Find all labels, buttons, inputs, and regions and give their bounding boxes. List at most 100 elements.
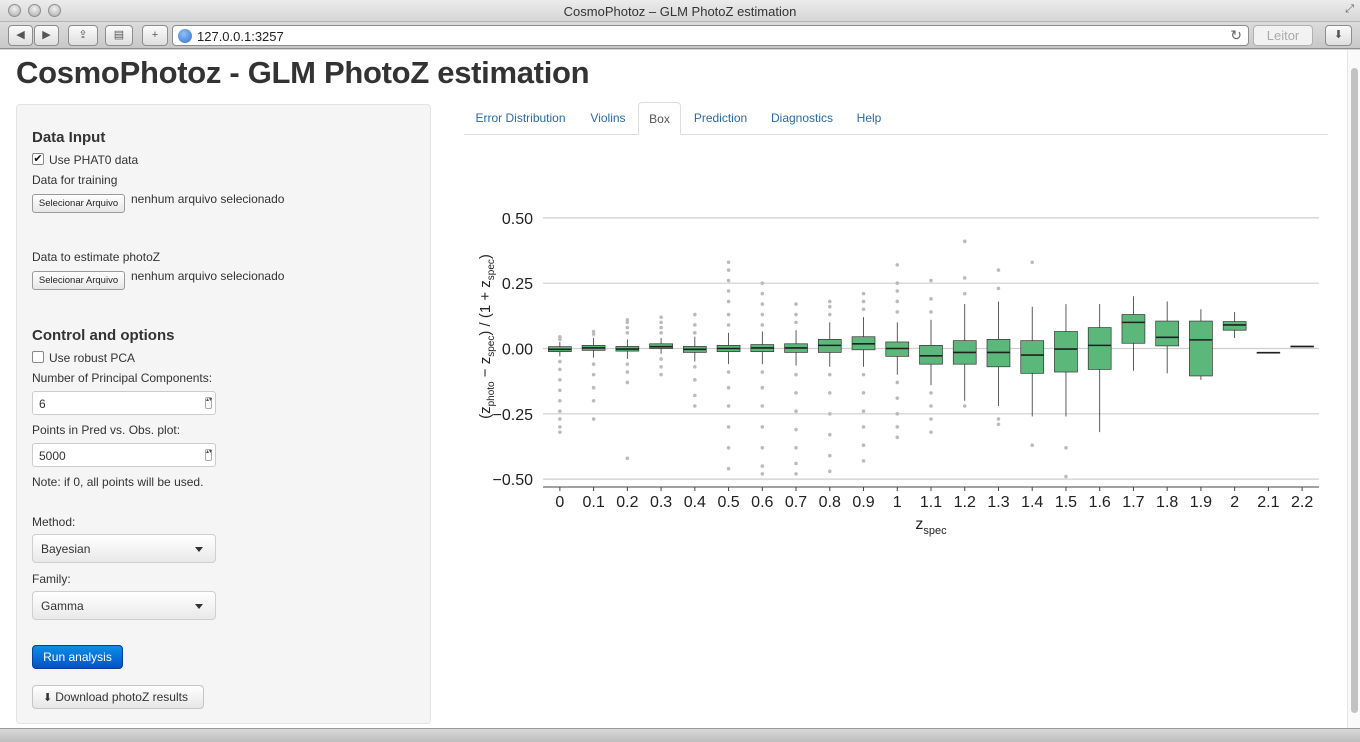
box-rect [1121, 314, 1146, 344]
run-analysis-button[interactable]: Run analysis [32, 645, 123, 669]
tab-violins[interactable]: Violins [590, 111, 626, 125]
outlier-point [558, 378, 562, 382]
training-file-button[interactable]: Selecionar Arquivo [32, 194, 125, 213]
robust-pca-checkbox[interactable] [32, 351, 44, 363]
outlier-point [861, 443, 866, 447]
outlier-point [929, 310, 933, 314]
points-input[interactable]: 5000 ▴▾ [32, 443, 216, 467]
outlier-point [895, 380, 900, 385]
outlier-point [726, 425, 731, 429]
page-content: CosmoPhotoz - GLM PhotoZ estimation Data… [0, 50, 1347, 728]
tab-error-distribution[interactable]: Error Distribution [475, 111, 566, 125]
back-button[interactable]: ◀ [8, 25, 33, 46]
outlier-point [760, 464, 765, 468]
outlier-point [726, 260, 731, 265]
browser-toolbar: ◀ ▶ ⇪ ▤ + 127.0.0.1:3257 ↻ Leitor ⬇ [0, 22, 1360, 49]
tab-help[interactable]: Help [856, 111, 882, 125]
outlier-point [625, 317, 630, 322]
outlier-point [895, 425, 900, 429]
forward-button[interactable]: ▶ [34, 25, 59, 46]
outlier-point [861, 307, 866, 312]
x-tick-label: 1.4 [1021, 494, 1043, 511]
robust-pca-label: Use robust PCA [49, 351, 136, 365]
reload-icon[interactable]: ↻ [1230, 27, 1242, 43]
family-select[interactable]: Gamma [32, 591, 216, 620]
x-tick-label: 0 [555, 494, 564, 511]
url-text[interactable]: 127.0.0.1:3257 [197, 29, 284, 44]
x-tick-label: 1.5 [1055, 494, 1077, 511]
spinner-icon[interactable]: ▴▾ [205, 449, 212, 461]
window-titlebar: CosmoPhotoz – GLM PhotoZ estimation ⤢ [0, 0, 1360, 22]
fullscreen-icon[interactable]: ⤢ [1345, 3, 1354, 15]
outlier-point [625, 370, 630, 374]
outlier-point [1030, 443, 1035, 447]
y-tick-label: −0.25 [493, 407, 534, 424]
outlier-point [659, 325, 663, 330]
method-select[interactable]: Bayesian [32, 534, 216, 563]
scrollbar-thumb[interactable] [1351, 68, 1358, 713]
caret-down-icon [195, 547, 203, 552]
page-scrollbar[interactable] [1347, 50, 1360, 728]
outlier-point [558, 337, 562, 342]
new-tab-button[interactable]: + [142, 25, 168, 46]
outlier-point [827, 391, 832, 395]
use-phat0-checkbox[interactable]: ✔ [32, 153, 44, 165]
outlier-point [726, 289, 731, 293]
x-axis-label: zspec [915, 516, 947, 537]
box-rect [1087, 327, 1112, 370]
outlier-point [625, 456, 630, 461]
x-tick-label: 1 [893, 494, 902, 511]
x-tick-label: 0.1 [582, 494, 604, 511]
outlier-point [591, 385, 596, 390]
outlier-point [591, 329, 596, 334]
use-phat0-label: Use PHAT0 data [49, 153, 139, 167]
outlier-point [591, 398, 596, 403]
outlier-point [726, 385, 731, 390]
family-label: Family: [32, 572, 71, 586]
outlier-point [659, 364, 663, 369]
npc-input[interactable]: 6 ▴▾ [32, 391, 216, 415]
y-axis-label: (zphoto − zspec) / (1 + zspec) [477, 254, 497, 419]
outlier-point [726, 404, 731, 408]
tab-box[interactable]: Box [638, 102, 681, 135]
outlier-point [929, 278, 933, 283]
outlier-point [962, 239, 967, 244]
outlier-point [625, 325, 630, 330]
close-window-button[interactable] [8, 4, 21, 17]
zoom-window-button[interactable] [48, 4, 61, 17]
outlier-point [794, 472, 798, 476]
download-results-button[interactable]: ⬇ Download photoZ results [32, 685, 204, 709]
outlier-point [962, 404, 967, 408]
outlier-point [895, 299, 900, 304]
page-title: CosmoPhotoz - GLM PhotoZ estimation [16, 55, 590, 90]
outlier-point [962, 291, 967, 296]
outlier-point [895, 289, 900, 293]
outlier-point [895, 263, 900, 267]
bookmarks-icon: ▤ [113, 29, 125, 41]
outlier-point [726, 299, 731, 304]
address-bar[interactable]: 127.0.0.1:3257 ↻ [172, 25, 1249, 46]
outlier-point [760, 404, 765, 408]
spinner-icon[interactable]: ▴▾ [205, 397, 212, 409]
outlier-point [827, 412, 832, 416]
outlier-point [760, 425, 765, 429]
reading-list-button[interactable]: ▤ [105, 25, 133, 46]
checkmark-icon: ✔ [33, 153, 43, 165]
estimate-file-button[interactable]: Selecionar Arquivo [32, 271, 125, 290]
minimize-window-button[interactable] [28, 4, 41, 17]
x-tick-label: 0.6 [751, 494, 773, 511]
outlier-point [693, 323, 697, 327]
tab-diagnostics[interactable]: Diagnostics [770, 111, 834, 125]
tab-prediction[interactable]: Prediction [693, 111, 748, 125]
outlier-point [625, 362, 630, 366]
outlier-point [895, 396, 900, 400]
reader-button[interactable]: Leitor [1253, 25, 1313, 46]
outlier-point [861, 409, 866, 414]
outlier-point [996, 286, 1001, 291]
outlier-point [558, 417, 562, 421]
downloads-button[interactable]: ⬇ [1325, 25, 1352, 46]
x-tick-label: 0.9 [852, 494, 874, 511]
x-tick-label: 0.7 [785, 494, 807, 511]
box-rect [1020, 340, 1045, 374]
share-button[interactable]: ⇪ [68, 25, 98, 46]
